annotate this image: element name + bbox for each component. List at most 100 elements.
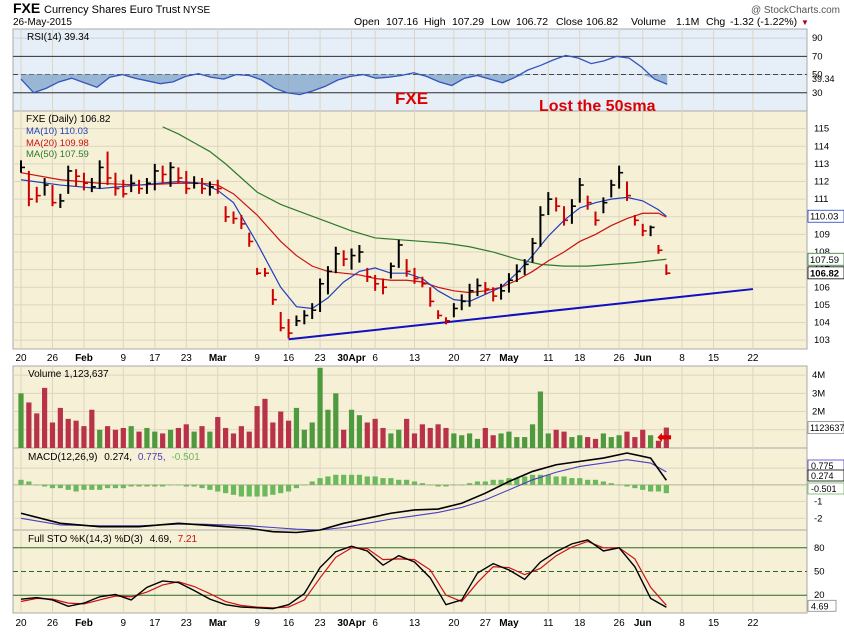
price-tick-label: 106 (814, 282, 830, 293)
macd-histogram-bar (451, 484, 457, 486)
volume-value: 1.1M (676, 16, 699, 28)
macd-tick-label: -1 (814, 497, 822, 508)
ma20-legend: MA(20) 109.98 (26, 138, 89, 149)
price-bar (185, 170, 191, 194)
annotation-fxe: FXE (395, 89, 428, 108)
price-bar (295, 315, 301, 327)
price-bar (342, 250, 348, 267)
macd-hist-value: -0.501 (171, 452, 200, 463)
macd-histogram-bar (278, 484, 284, 494)
volume-bar (537, 391, 544, 448)
macd-signal-value: 0.775, (138, 452, 166, 463)
grid-lines (13, 29, 807, 613)
stochastic-title-text: Full STO %K(14,3) %D(3) (28, 534, 143, 545)
macd-histogram-bar (333, 474, 339, 485)
price-bar (437, 310, 443, 320)
volume-bar (223, 427, 229, 448)
price-bar (602, 197, 608, 214)
volume-bar (380, 427, 386, 448)
price-bar (51, 185, 57, 207)
price-bar (208, 181, 214, 196)
volume-bar (356, 415, 363, 448)
stochastic-plot (13, 539, 807, 610)
volume-bar (317, 367, 323, 448)
volume-bar (254, 406, 260, 448)
macd-histogram-bar (341, 474, 347, 485)
macd-histogram-bar (553, 476, 559, 485)
volume-bar (506, 431, 512, 448)
rsi-title: RSI(14) 39.34 (27, 32, 90, 43)
volume-bar (490, 435, 496, 448)
macd-line (20, 452, 667, 534)
price-bar (476, 278, 482, 297)
macd-histogram-bar (404, 479, 410, 485)
macd-histogram-bar (514, 478, 520, 485)
volume-value-flag (807, 421, 844, 434)
price-bar (358, 244, 364, 263)
macd-histogram-bar (396, 479, 402, 485)
price-bar (145, 177, 151, 194)
x-tick-label: 18 (574, 618, 586, 629)
macd-plot (13, 452, 807, 534)
volume-bar (333, 393, 339, 448)
price-bar (122, 179, 128, 198)
stochastic-tick-label: 50 (814, 567, 825, 578)
macd-histogram-bar (18, 479, 24, 485)
macd-histogram-bar (325, 476, 331, 485)
volume-bar (97, 429, 103, 448)
macd-title-text: MACD(12,26,9) (28, 452, 97, 463)
macd-histogram-bar (317, 478, 323, 485)
price-bar (106, 151, 112, 186)
price-bar (43, 177, 49, 196)
ma10-legend: MA(10) 110.03 (26, 126, 88, 137)
price-bar (641, 223, 647, 237)
macd-value-flag (807, 469, 844, 482)
macd-histogram-bar (230, 484, 237, 495)
x-tick-label: 26 (614, 353, 626, 364)
price-bar (625, 181, 631, 201)
volume-tick-label: 2M (812, 407, 825, 418)
security-name: Currency Shares Euro Trust (44, 4, 180, 16)
macd-histogram-bar (144, 484, 150, 487)
price-plot (20, 126, 754, 341)
price-bar (570, 199, 576, 224)
volume-bar (427, 427, 433, 448)
volume-bar (419, 424, 425, 448)
macd-histogram-bar (34, 484, 40, 486)
volume-bar (73, 420, 79, 448)
macd-value-flag-label: -0.501 (811, 484, 837, 494)
x-tick-label: 9 (254, 353, 260, 364)
price-bar (429, 287, 435, 307)
macd-histogram-bar (388, 478, 394, 485)
macd-histogram-bar (270, 484, 276, 495)
quote-date: 26-May-2015 (13, 17, 72, 28)
volume-bar (112, 429, 119, 448)
macd-histogram-bar (238, 484, 244, 497)
macd-histogram-bar (419, 483, 425, 485)
price-bar (657, 244, 663, 254)
macd-histogram-bar (522, 476, 528, 485)
volume-bar (34, 413, 40, 448)
macd-histogram-bar (537, 474, 544, 485)
macd-histogram-bar (459, 484, 465, 486)
volume-bar (364, 422, 370, 448)
macd-histogram-bar (73, 484, 79, 492)
macd-histogram-bar (482, 481, 488, 485)
price-bar (618, 165, 624, 189)
volume-bar (585, 437, 591, 448)
x-tick-label: Mar (209, 618, 227, 629)
x-tick-label: 23 (181, 353, 193, 364)
volume-bar (183, 424, 189, 448)
volume-bar (663, 427, 669, 448)
volume-bar (285, 420, 292, 448)
macd-histogram-bar (648, 484, 654, 492)
macd-histogram-bar (160, 484, 166, 487)
stochastic-tick-label: 20 (814, 590, 825, 601)
macd-histogram-bar (640, 484, 646, 490)
exchange: NYSE (183, 5, 211, 16)
macd-histogram-bar (104, 484, 111, 489)
x-tick-label: Jun (634, 353, 652, 364)
macd-histogram-bar (246, 484, 252, 497)
price-value-flag-label: 106.82 (810, 268, 839, 279)
x-tick-label: 22 (747, 618, 759, 629)
